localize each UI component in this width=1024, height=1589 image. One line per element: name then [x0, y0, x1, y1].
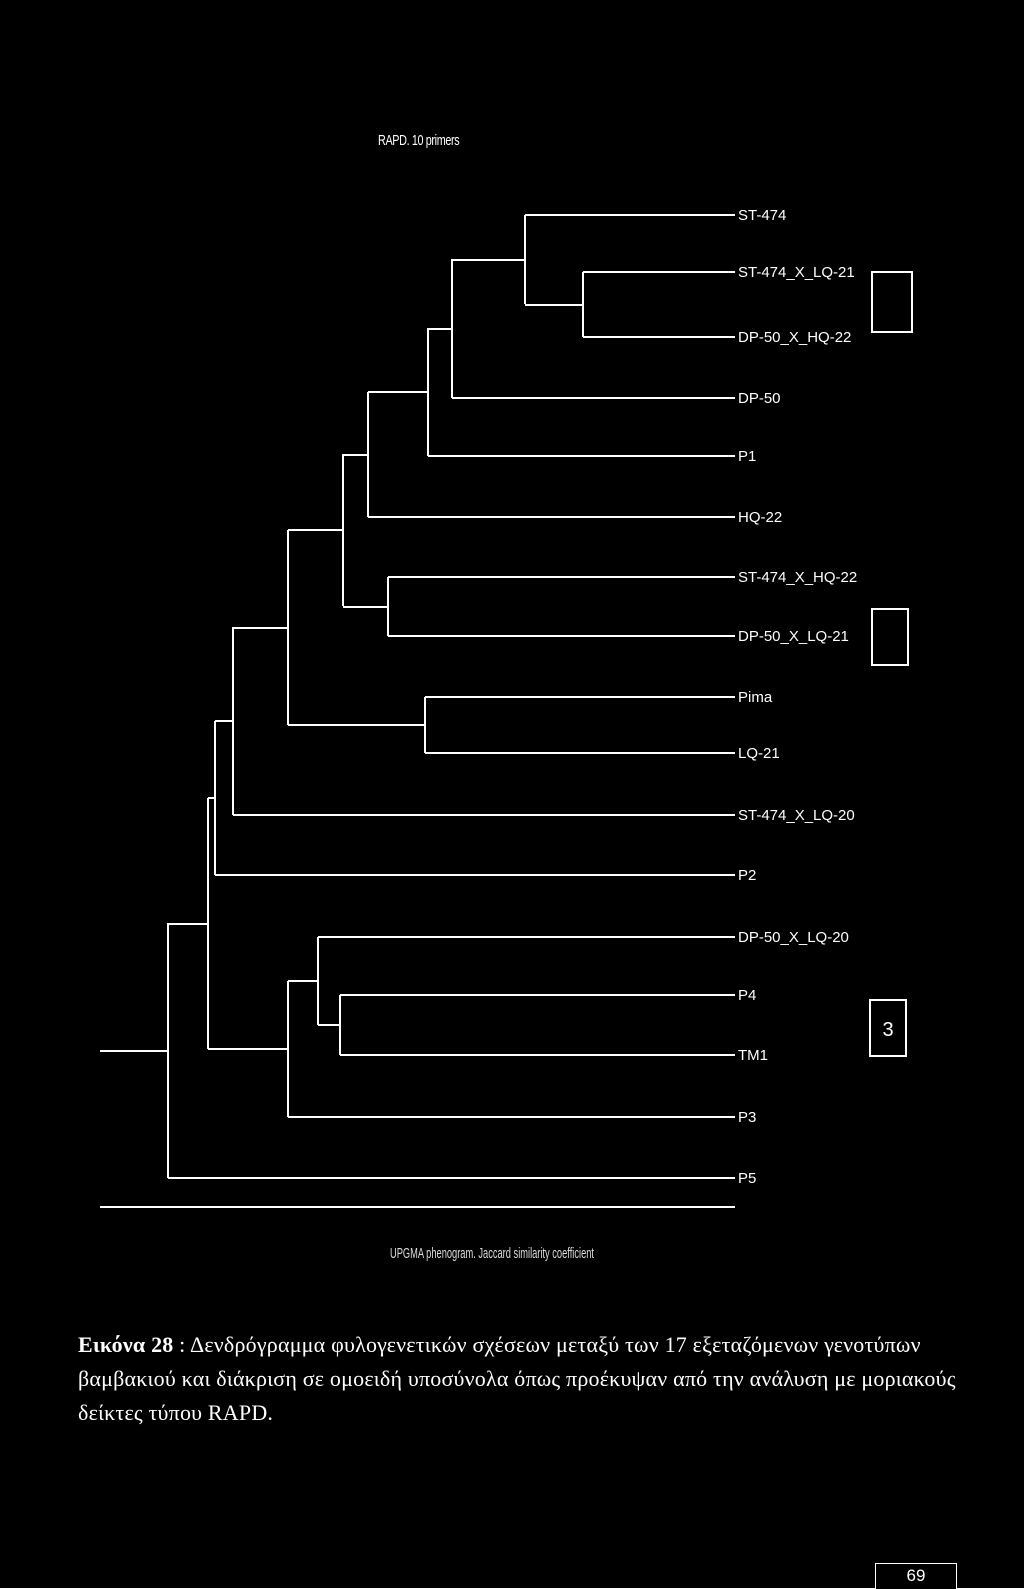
leaf-label: LQ-21 [738, 745, 780, 762]
figure-caption-text: Δενδρόγραμμα φυλογενετικών σχέσεων μεταξ… [78, 1332, 956, 1425]
leaf-label: P5 [738, 1170, 756, 1187]
leaf-label: DP-50_X_LQ-20 [738, 929, 849, 946]
figure-caption: Εικόνα 28 : Δενδρόγραμμα φυλογενετικών σ… [78, 1328, 958, 1430]
leaf-label: P1 [738, 448, 756, 465]
leaf-label: P2 [738, 867, 756, 884]
leaf-label: TM1 [738, 1047, 768, 1064]
leaf-label: P4 [738, 987, 756, 1004]
group-box [871, 271, 913, 333]
dendrogram-title: RAPD. 10 primers [378, 132, 460, 149]
page-number: 69 [875, 1563, 957, 1589]
leaf-label: HQ-22 [738, 509, 782, 526]
leaf-label: Pima [738, 689, 773, 706]
leaf-label: DP-50_X_HQ-22 [738, 329, 851, 346]
figure-caption-label: Εικόνα 28 [78, 1332, 174, 1357]
leaf-label: DP-50 [738, 390, 781, 407]
leaf-label: ST-474_X_HQ-22 [738, 569, 857, 586]
leaf-label: DP-50_X_LQ-21 [738, 628, 849, 645]
group-box-label: 3 [882, 1019, 893, 1041]
leaf-label: ST-474 [738, 207, 786, 224]
dendrogram: ST-474 ST-474_X_LQ-21 DP-50_X_HQ-22 DP-50 P1… [100, 207, 913, 1208]
leaf-label: ST-474_X_LQ-21 [738, 264, 855, 281]
figure-caption-separator: : [173, 1332, 190, 1357]
leaf-label: P3 [738, 1109, 756, 1126]
leaf-label: ST-474_X_LQ-20 [738, 807, 855, 824]
group-box [871, 608, 909, 666]
group-box [869, 999, 907, 1057]
dendrogram-footer: UPGMA phenogram. Jaccard similarity coef… [390, 1245, 594, 1262]
